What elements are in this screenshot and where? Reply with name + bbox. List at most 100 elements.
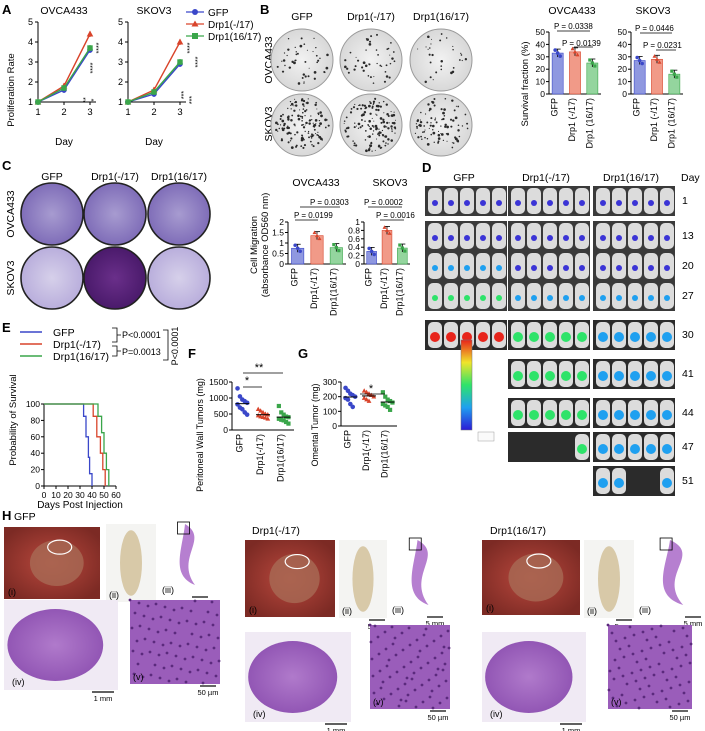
h-nucleus — [615, 704, 619, 708]
a-legend: GFP Drp1(-/17) Drp1(16/17) — [186, 8, 261, 43]
colony-dot — [458, 59, 461, 61]
a-title-ovca: OVCA433 — [40, 5, 87, 17]
colony-dot — [426, 137, 429, 140]
x-tick-label: 60 — [111, 490, 121, 500]
a-sig-2: **** — [90, 62, 97, 73]
y-tick-label: 0 — [355, 259, 360, 269]
colony-dot — [437, 140, 440, 143]
panel-h: GFP Drp1(-/17) Drp1(16/17) (i)(ii)5 mm(i… — [4, 511, 702, 731]
colony-dot — [343, 122, 345, 124]
h-nucleus — [437, 684, 441, 688]
h-nucleus — [132, 672, 136, 676]
h-label-iii: (iii) — [639, 605, 651, 615]
bioluminescence-signal — [648, 235, 654, 241]
x-tick-label: 50 — [99, 490, 109, 500]
h-nucleus — [446, 629, 450, 633]
colony-dot — [309, 140, 312, 143]
bar-2 — [586, 62, 599, 95]
colony-dot — [346, 135, 349, 138]
d-col-drp1-1617: Drp1(16/17) — [603, 172, 659, 184]
bioluminescence-signal — [616, 265, 622, 271]
h-nucleus — [399, 698, 403, 702]
h-nucleus — [635, 660, 639, 664]
bar-dot — [403, 249, 407, 253]
y-tick-label: 100 — [26, 399, 40, 409]
h-nucleus — [167, 679, 171, 683]
colony-dot — [430, 43, 432, 45]
colony-dot — [376, 138, 378, 140]
bar-dot — [298, 249, 302, 254]
colony-dot — [318, 124, 321, 127]
colony-dot — [303, 105, 305, 107]
h-nucleus — [662, 651, 666, 655]
h-nucleus — [405, 676, 409, 680]
colony-dot — [366, 38, 369, 41]
bioluminescence-signal — [630, 332, 640, 342]
colony-dot — [368, 144, 371, 147]
y-tick-label: 0 — [622, 89, 627, 99]
h-nucleus — [206, 610, 210, 614]
colony-dot — [385, 75, 389, 78]
colony-dot — [319, 122, 322, 126]
y-tick-label: 5 — [118, 17, 123, 27]
scatter-point — [385, 404, 390, 410]
scatter-point — [265, 416, 271, 421]
data-point-drp1-1617 — [87, 45, 93, 51]
e-bracket-3 — [163, 329, 169, 361]
colony-dot — [374, 124, 378, 128]
colony-dot — [373, 100, 376, 103]
colony-dot — [300, 145, 302, 147]
y-tick-label: 2 — [118, 77, 123, 87]
h-scale-label-1mm: 1 mm — [562, 726, 581, 731]
bioluminescence-signal — [515, 235, 521, 241]
colony-dot — [385, 64, 388, 67]
colony-dot — [293, 109, 296, 112]
h-nucleus — [369, 640, 373, 644]
colony-dot — [381, 134, 385, 137]
bar-dot — [337, 249, 341, 253]
h-nucleus — [376, 635, 380, 639]
colony-dot — [372, 130, 375, 132]
colony-dot — [319, 111, 322, 114]
c-ylabel-1: Cell Migration — [249, 216, 260, 274]
colony-dot — [390, 139, 394, 142]
bar-dot — [293, 243, 297, 248]
y-tick-label: 10 — [536, 77, 546, 87]
colony-dot — [375, 113, 377, 115]
h-nucleus — [610, 631, 614, 635]
colony-dot — [452, 66, 455, 69]
colony-dot — [375, 126, 378, 130]
bioluminescence-signal — [430, 332, 440, 342]
h-nucleus — [639, 668, 643, 672]
colony-dot — [378, 102, 380, 104]
h-nucleus — [143, 637, 147, 641]
bioluminescence-signal — [614, 332, 624, 342]
h-nucleus — [665, 678, 669, 682]
h-nucleus — [434, 673, 438, 677]
colony-dot — [369, 101, 371, 103]
colony-dot — [371, 133, 374, 135]
bioluminescence-signal — [632, 235, 638, 241]
colony-dot — [290, 104, 292, 106]
colony-dot — [304, 124, 306, 126]
h-nucleus — [168, 618, 172, 622]
d-day-label: 41 — [682, 368, 694, 380]
h-nucleus — [385, 664, 389, 668]
colony-dot — [352, 106, 356, 109]
h-nucleus — [620, 693, 624, 697]
colony-dot — [289, 140, 292, 142]
colony-dot — [364, 120, 366, 123]
colony-dot — [372, 82, 375, 84]
h-nucleus — [643, 676, 647, 680]
bioluminescence-signal — [480, 295, 486, 301]
h-nucleus — [400, 631, 404, 635]
y-tick-label: 5 — [28, 17, 33, 27]
c-bar-ovca: 00.511.52 GFP Drp1(-/17) Drp1(16/17) — [272, 217, 346, 316]
x-category-label: Drp1(-/17) — [255, 434, 265, 475]
bioluminescence-signal — [513, 371, 523, 381]
e-legend: GFP Drp1(-/17) Drp1(16/17) — [20, 327, 109, 363]
colony-dot — [302, 126, 306, 129]
h-nucleus — [153, 663, 157, 667]
colony-dot — [375, 104, 379, 108]
